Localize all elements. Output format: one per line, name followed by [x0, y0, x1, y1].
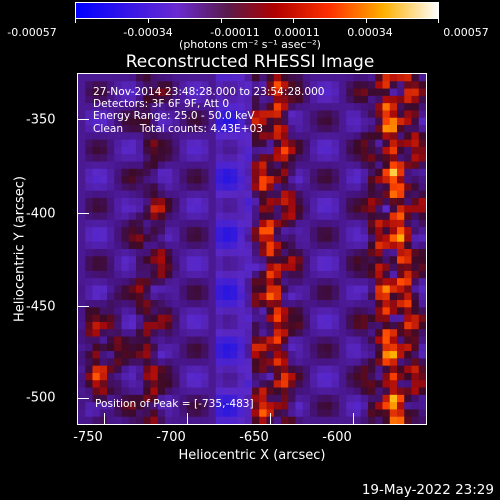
x-tick-mark [187, 413, 188, 425]
colorbar-tick [366, 18, 367, 23]
image-heatmap [78, 74, 426, 424]
colorbar-tick-label: -0.00034 [123, 26, 173, 39]
x-tick-mark [270, 413, 271, 425]
colorbar-tick [221, 18, 222, 23]
colorbar-tick [148, 18, 149, 23]
x-tick-label: -650 [239, 430, 269, 445]
colorbar-tick-label: 0.00057 [443, 26, 489, 39]
colorbar-tick-label: -0.00011 [210, 26, 260, 39]
colorbar-units: (photons cm⁻² s⁻¹ asec⁻²) [179, 38, 321, 51]
x-tick-label: -750 [73, 430, 103, 445]
info-detectors: Detectors: 3F 6F 9F, Att 0 [93, 98, 230, 111]
observation-info: 27-Nov-2014 23:48:28.000 to 23:54:28.000… [93, 86, 325, 135]
y-axis-label: Heliocentric Y (arcsec) [12, 176, 28, 322]
x-tick-mark [104, 413, 105, 425]
y-tick-mark [77, 213, 89, 214]
y-tick-label: -350 [26, 112, 56, 128]
y-tick-mark [77, 398, 89, 399]
x-axis-label: Heliocentric X (arcsec) [178, 448, 326, 463]
info-time-range: 27-Nov-2014 23:48:28.000 to 23:54:28.000 [93, 86, 325, 98]
x-tick-mark [353, 413, 354, 425]
colorbar-tick [293, 18, 294, 23]
y-tick-mark [77, 119, 89, 120]
colorbar-tick [438, 18, 439, 23]
colorbar-tick-label: 0.00011 [274, 26, 320, 39]
colorbar-tick-label: -0.00057 [7, 26, 57, 39]
x-tick-label: -700 [156, 430, 186, 445]
peak-position: Position of Peak = [-735,-483] [95, 398, 254, 410]
y-tick-mark [77, 306, 89, 307]
y-tick-label: -500 [26, 390, 56, 406]
info-energy-range: Energy Range: 25.0 - 50.0 keV [93, 110, 255, 123]
x-tick-label: -600 [322, 430, 352, 445]
rhessi-image [77, 73, 427, 425]
colorbar-tick-label: 0.00034 [347, 26, 393, 39]
colorbar [75, 2, 439, 19]
image-title: Reconstructed RHESSI Image [125, 52, 375, 72]
info-total-counts: Clean Total counts: 4.43E+03 [93, 122, 263, 135]
y-tick-label: -400 [26, 206, 56, 222]
colorbar-tick [75, 18, 76, 23]
y-tick-label: -450 [26, 299, 56, 315]
render-timestamp: 19-May-2022 23:29 [361, 482, 494, 498]
